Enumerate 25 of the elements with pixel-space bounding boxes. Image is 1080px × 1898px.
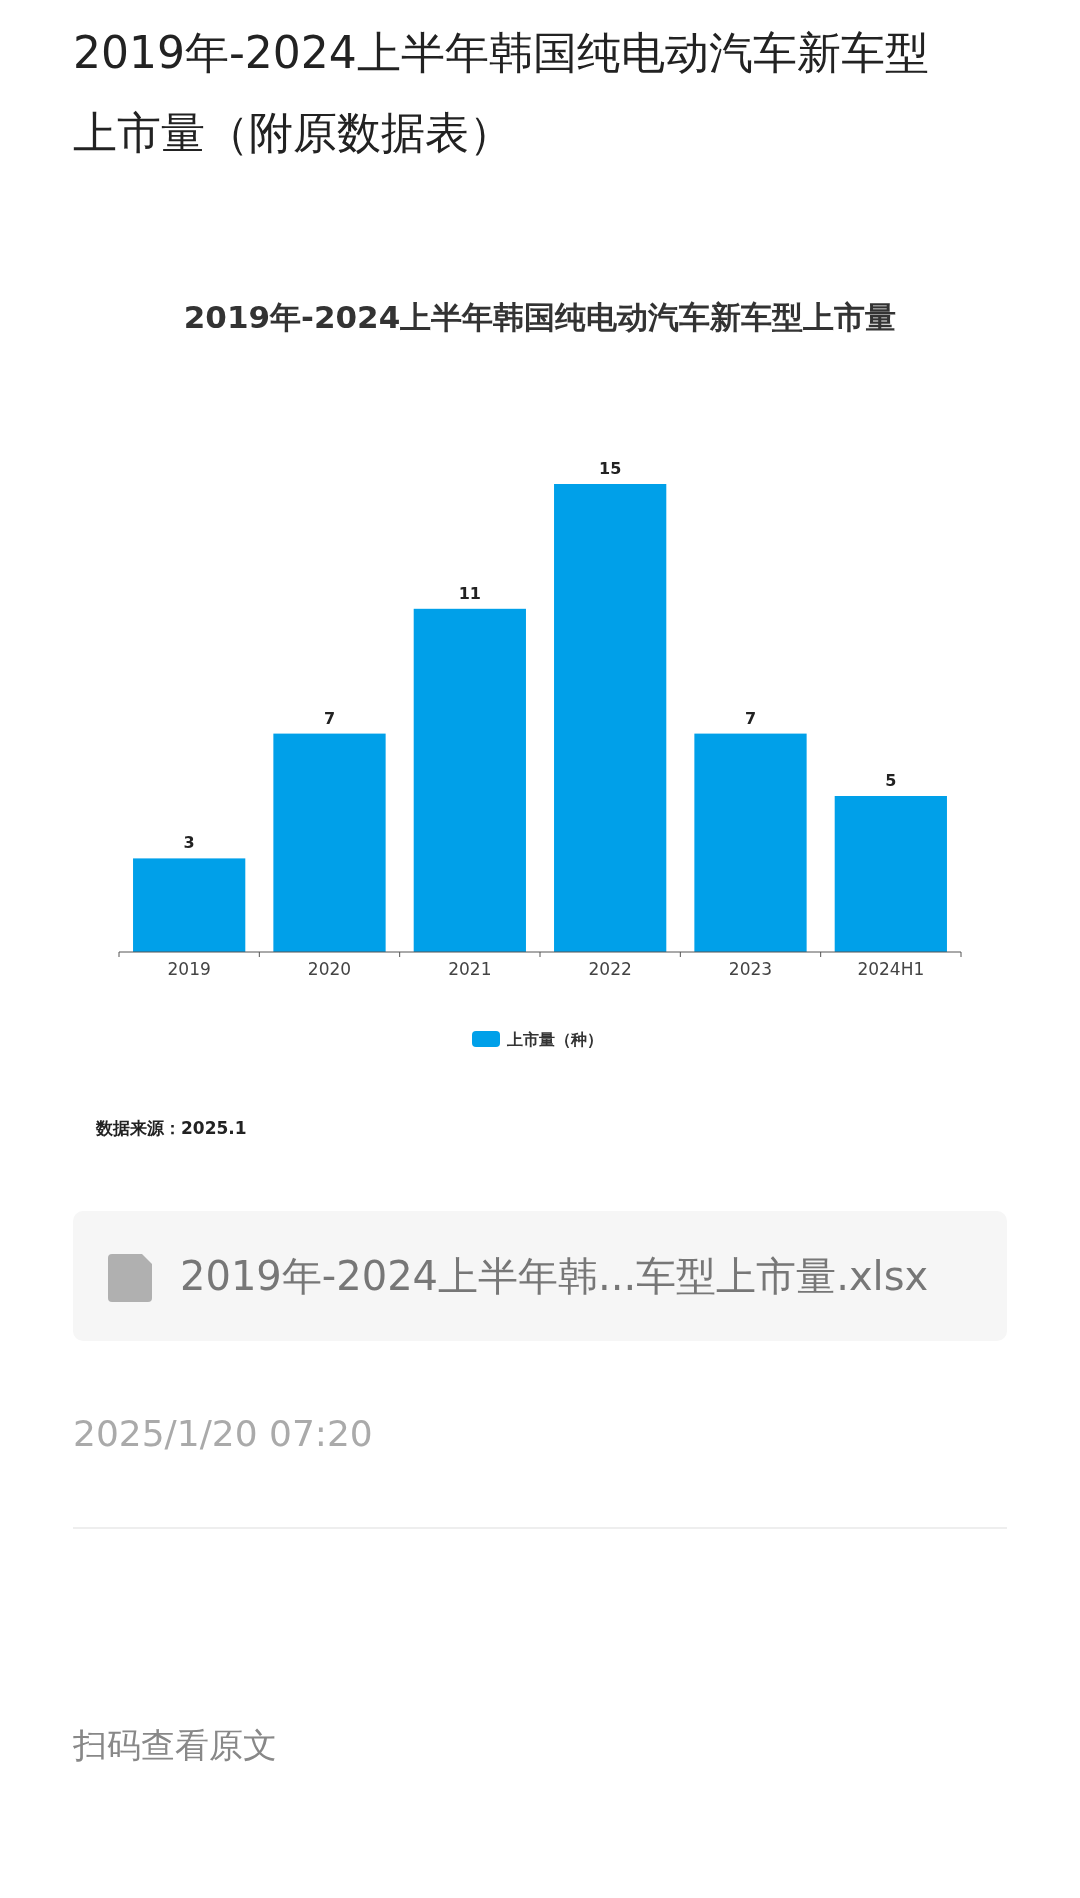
data-label: 11 [458,583,481,603]
x-tick-label: 2022 [588,959,632,979]
data-label: 3 [183,833,195,853]
x-tick-label: 2024H1 [857,959,925,979]
bar [554,484,667,952]
source-note: 数据来源：2025.1 [95,1118,247,1138]
bar [413,608,526,952]
x-tick-label: 2020 [307,959,352,979]
text: 2019年-2024上半年韩...车型上市量.xlsx [180,1253,929,1299]
x-tick-label: 2019 [167,959,211,979]
bar [694,733,807,952]
data-label: 7 [744,708,757,728]
chart-title: 2019年-2024上半年韩国纯电动汽车新车型上市量（附原数据表） [73,27,929,158]
bar [273,733,386,952]
x-tick-label: 2021 [448,959,492,979]
text: 2025/1/20 07:20 [73,1413,373,1454]
data-label: 15 [599,459,622,478]
text: 扫码查看原文 [72,1725,277,1765]
data-label: 7 [323,708,336,728]
data-label: 5 [885,771,897,790]
x-tick-label: 2023 [728,959,773,979]
bar [133,858,246,952]
legend-label: 上市量（种） [506,1030,603,1049]
chart-subtitle: 2019年-2024上半年韩国纯电动汽车新车型上市量 [183,299,897,335]
bar [834,796,947,952]
